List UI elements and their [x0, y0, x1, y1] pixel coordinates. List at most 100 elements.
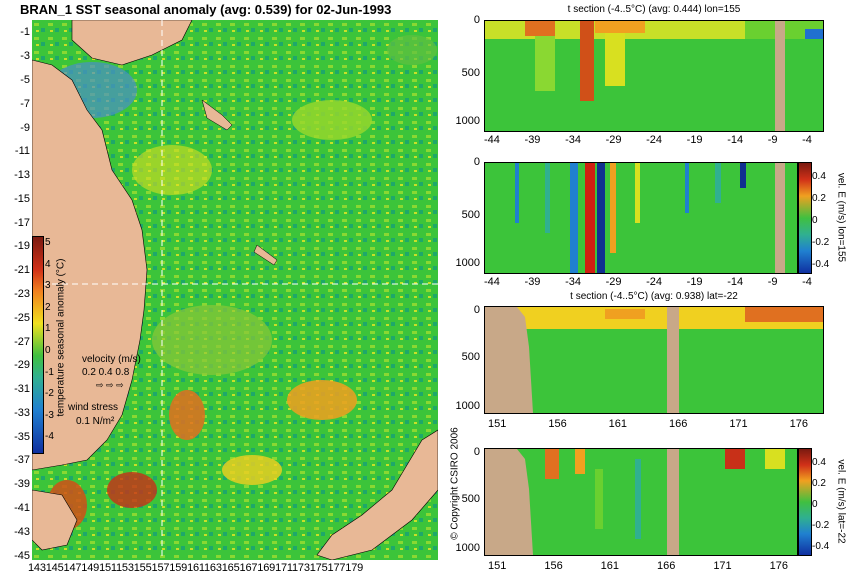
colorbar-tick: -0.2 [812, 520, 830, 531]
lat-tick: -19 [14, 240, 30, 252]
lat-tick: -17 [14, 217, 30, 229]
lon-tick: 167 [239, 562, 258, 574]
colorbar-tick: -4 [45, 431, 54, 443]
velocity-legend-arrows: ⇨ ⇨ ⇨ [96, 380, 124, 390]
y-tick: 0 [473, 156, 480, 168]
vel-colorbar-lon155 [798, 162, 812, 274]
x-tick: 171 [729, 418, 748, 430]
y-tick: 1000 [455, 400, 480, 412]
map-title: BRAN_1 SST seasonal anomaly (avg: 0.539)… [20, 2, 392, 17]
y-tick: 500 [461, 209, 480, 221]
colorbar-tick: -2 [45, 388, 54, 400]
colorbar-tick: -0.4 [812, 259, 830, 270]
lat-tick: -1 [20, 26, 30, 38]
y-tick: 1000 [455, 542, 480, 554]
x-tick: -24 [646, 276, 663, 288]
lat-tick: -37 [14, 454, 30, 466]
colorbar-tick: -3 [45, 409, 54, 421]
velocity-legend-title: velocity (m/s) [82, 354, 141, 365]
x-tick: 151 [488, 560, 507, 572]
lat-tick: -35 [14, 431, 30, 443]
colorbar-tick: 5 [45, 237, 51, 248]
vel-section-lat-22 [484, 448, 798, 556]
x-tick: 176 [789, 418, 808, 430]
x-tick: -24 [646, 134, 663, 146]
y-tick: 500 [461, 351, 480, 363]
lat-tick: -39 [14, 478, 30, 490]
x-tick: -9 [767, 276, 778, 288]
colorbar-tick: 0.4 [812, 457, 826, 468]
lon-tick: 177 [327, 562, 346, 574]
sst-map [32, 20, 438, 560]
lat-tick: -13 [14, 169, 30, 181]
map-lon-axis: 1431451471491511531551571591611631651671… [28, 562, 363, 574]
lat-tick: -5 [20, 74, 30, 86]
lon-tick: 163 [204, 562, 222, 574]
x-tick: 156 [544, 560, 563, 572]
y-tick: 500 [461, 493, 480, 505]
lon-tick: 159 [169, 562, 188, 574]
lon-tick: 173 [292, 562, 310, 574]
y-tick: 0 [473, 446, 480, 458]
wind-legend-value: 0.1 N/m² [76, 416, 115, 427]
lat-tick: -23 [14, 288, 30, 300]
x-tick: 176 [769, 560, 788, 572]
lat-tick: -29 [14, 359, 30, 371]
temp-section-lon155 [484, 20, 824, 132]
colorbar-tick: -0.2 [812, 237, 830, 248]
x-tick: 161 [600, 560, 620, 572]
lat-tick: -25 [14, 312, 30, 324]
colorbar-tick: 0.2 [812, 193, 826, 204]
lon-tick: 149 [81, 562, 100, 574]
colorbar-tick: 3 [45, 280, 51, 292]
colorbar-tick: 0 [812, 499, 818, 510]
colorbar-tick: 4 [45, 258, 51, 270]
x-tick: -4 [802, 276, 812, 288]
vel-colorbar-label: vel. E (m/s) lat=-22 [835, 459, 847, 544]
colorbar-tick: -1 [45, 366, 54, 378]
x-tick: -44 [484, 134, 500, 146]
y-tick: 1000 [455, 115, 480, 127]
y-tick: 0 [473, 14, 480, 26]
temp-section-lat-22 [484, 306, 824, 414]
lat-tick: -43 [14, 526, 30, 538]
x-tick: -39 [524, 276, 541, 288]
vel-colorbar-lat-22 [798, 448, 812, 556]
colorbar-tick: 0 [45, 344, 51, 356]
vel-section-lon155 [484, 162, 798, 274]
vel-colorbar-ticks: 0.4 0.2 0 -0.2 -0.4 [812, 452, 829, 557]
copyright-text: © Copyright CSIRO 2006 [449, 427, 461, 540]
x-tick: 151 [488, 418, 507, 430]
x-tick: 166 [656, 560, 676, 572]
x-tick: -4 [802, 134, 812, 146]
vel-colorbar-label: vel. E (m/s) lon=155 [835, 172, 847, 263]
x-tick: -34 [565, 134, 581, 146]
x-tick: -9 [767, 134, 778, 146]
wind-legend-title: wind stress [68, 402, 119, 413]
y-tick: 0 [473, 304, 480, 316]
lat-tick: -9 [20, 122, 30, 134]
x-tick: -44 [484, 276, 500, 288]
y-tick: 500 [461, 67, 480, 79]
lon-tick: 171 [275, 562, 292, 574]
colorbar-tick: 0 [812, 215, 818, 226]
panel-x-axis: -44 -39 -34 -29 -24 -19 -14 -9 -4 [484, 276, 822, 288]
map-colorbar [32, 236, 44, 454]
x-tick: 161 [608, 418, 628, 430]
x-tick: -19 [686, 134, 703, 146]
colorbar-tick: -0.4 [812, 541, 830, 552]
panel-title: t section (-4..5°C) (avg: 0.444) lon=155 [567, 4, 741, 15]
x-tick: -14 [727, 276, 744, 288]
panel-x-axis: 151 156 161 166 171 176 [488, 418, 808, 430]
lat-tick: -33 [14, 407, 30, 419]
lon-tick: 143 [28, 562, 46, 574]
lon-tick: 157 [151, 562, 170, 574]
y-tick: 1000 [455, 257, 480, 269]
tasmania-landmass [32, 489, 78, 551]
lon-tick: 153 [116, 562, 134, 574]
panel-title: t section (-4..5°C) (avg: 0.938) lat=-22 [570, 291, 738, 302]
lat-tick: -21 [14, 264, 30, 276]
velocity-legend-values: 0.2 0.4 0.8 [82, 367, 130, 378]
panel-x-axis: -44 -39 -34 -29 -24 -19 -14 -9 -4 [484, 134, 822, 146]
colorbar-tick: 1 [45, 323, 51, 335]
